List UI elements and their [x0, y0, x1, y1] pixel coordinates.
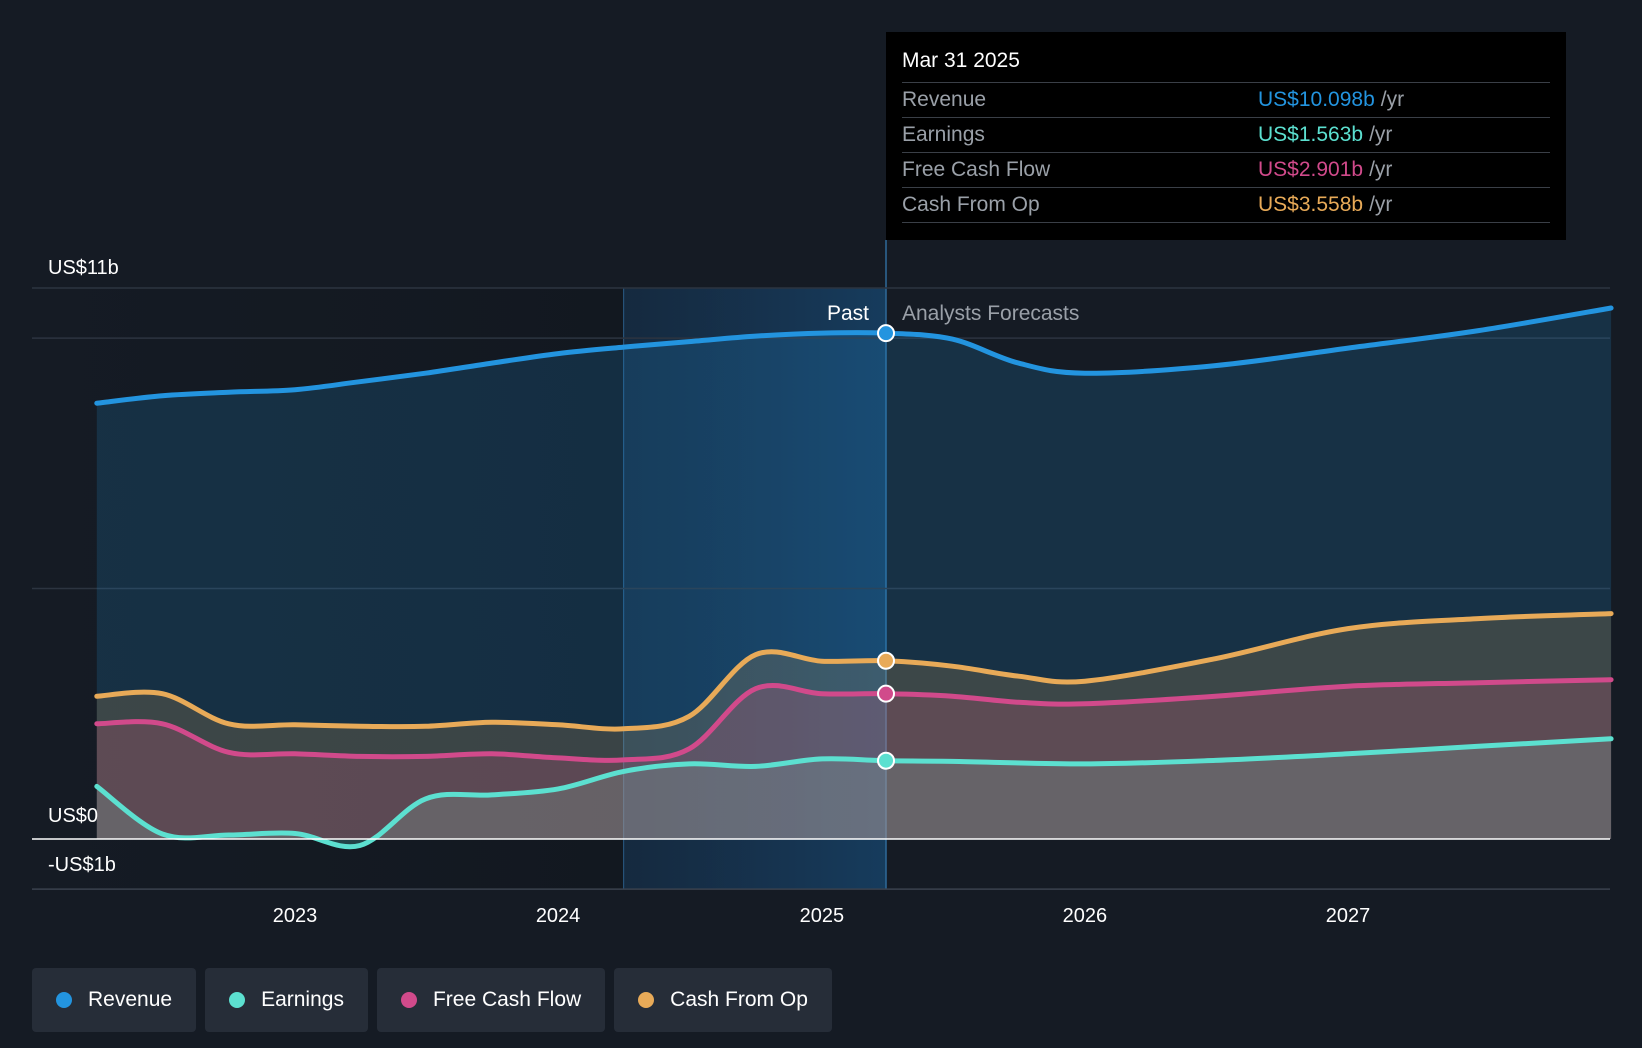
- legend-dot-icon: [56, 992, 72, 1008]
- y-label-bottom: -US$1b: [48, 854, 116, 876]
- area-revenue: [96, 308, 1612, 839]
- area-earnings: [96, 738, 1612, 847]
- legend-item-earnings[interactable]: Earnings: [205, 968, 368, 1032]
- marker-free-cash-flow: [877, 684, 896, 703]
- marker-cash-from-op: [877, 651, 896, 670]
- tooltip-name: Earnings: [902, 123, 985, 146]
- tooltip-row-free-cash-flow: Free Cash Flow US$2.901b /yr: [902, 152, 1550, 187]
- x-tick-label: 2027: [1326, 905, 1371, 927]
- legend-dot-icon: [229, 992, 246, 1008]
- legend-label: Free Cash Flow: [432, 988, 582, 1011]
- y-label-top: US$11b: [48, 257, 119, 279]
- legend-item-cash-from-op[interactable]: Cash From Op: [614, 968, 832, 1032]
- tooltip-unit: /yr: [1369, 193, 1393, 216]
- tooltip-value: US$10.098b: [1258, 88, 1375, 111]
- legend: Revenue Earnings Free Cash Flow Cash Fro…: [32, 968, 832, 1032]
- line-cash-from-op: [94, 611, 1614, 732]
- tooltip-name: Cash From Op: [902, 193, 1040, 216]
- x-tick-label: 2026: [1063, 905, 1108, 927]
- area-cash-from-op: [96, 613, 1612, 839]
- legend-label: Cash From Op: [670, 988, 808, 1011]
- x-tick-label: 2023: [273, 905, 318, 927]
- x-tick-label: 2025: [800, 905, 845, 927]
- tooltip-date: Mar 31 2025: [902, 49, 1020, 72]
- tooltip-row-revenue: Revenue US$10.098b /yr: [902, 82, 1550, 117]
- marker-revenue: [877, 324, 896, 343]
- tooltip-unit: /yr: [1380, 88, 1405, 111]
- forecast-label: Analysts Forecasts: [902, 302, 1079, 325]
- tooltip-name: Revenue: [902, 88, 987, 111]
- past-label: Past: [827, 302, 869, 325]
- x-tick-label: 2024: [536, 905, 581, 927]
- tooltip-row-earnings: Earnings US$1.563b /yr: [902, 117, 1550, 152]
- line-revenue: [94, 305, 1614, 406]
- y-label-zero: US$0: [48, 805, 98, 827]
- legend-item-revenue[interactable]: Revenue: [32, 968, 197, 1032]
- line-free-cash-flow: [94, 677, 1614, 763]
- tooltip-value: US$2.901b: [1258, 158, 1364, 181]
- tooltip-value: US$3.558b: [1258, 193, 1364, 216]
- legend-item-free-cash-flow[interactable]: Free Cash Flow: [376, 968, 606, 1032]
- tooltip-unit: /yr: [1369, 123, 1393, 146]
- tooltip-value: US$1.563b: [1258, 123, 1364, 146]
- legend-label: Revenue: [88, 988, 173, 1011]
- legend-dot-icon: [400, 992, 417, 1008]
- tooltip-name: Free Cash Flow: [902, 158, 1051, 181]
- tooltip-row-cash-from-op: Cash From Op US$3.558b /yr: [902, 187, 1550, 223]
- tooltip-unit: /yr: [1369, 158, 1393, 181]
- tooltip: Mar 31 2025 Revenue US$10.098b /yr Earni…: [886, 32, 1566, 240]
- legend-label: Earnings: [261, 988, 344, 1011]
- marker-earnings: [877, 751, 896, 770]
- legend-dot-icon: [638, 992, 655, 1008]
- line-earnings: [94, 736, 1614, 850]
